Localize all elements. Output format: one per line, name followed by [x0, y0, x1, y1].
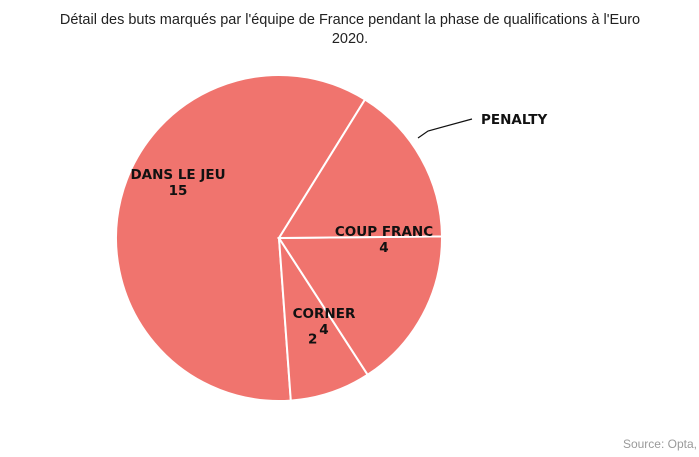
slice-value-corner: 4: [319, 322, 328, 338]
slice-value-penalty: 2: [308, 331, 317, 347]
slice-label-corner: CORNER: [293, 306, 356, 322]
slice-value-coup-franc: 4: [379, 240, 388, 256]
slice-label-penalty: PENALTY: [481, 112, 547, 128]
slice-label-coup-franc: COUP FRANC: [335, 224, 433, 240]
slice-value-dans-le-jeu: 15: [169, 183, 188, 199]
pie-slice-dans-le-jeu: [115, 74, 367, 402]
slice-label-dans-le-jeu: DANS LE JEU: [130, 167, 225, 183]
pie-slice-corner: [277, 98, 444, 240]
chart-title: Détail des buts marqués par l'équipe de …: [59, 12, 641, 47]
chart-source: Source: Opta,: [622, 437, 697, 451]
penalty-leader-line: [417, 118, 473, 139]
pie-slice-coup-franc: [277, 235, 443, 377]
